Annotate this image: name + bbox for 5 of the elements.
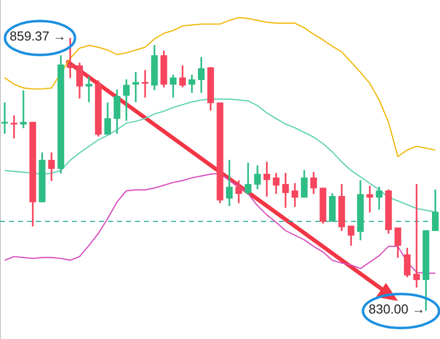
- annotation: 830.00 →: [368, 302, 425, 317]
- candlestick: [86, 76, 92, 102]
- candlestick: [282, 172, 289, 208]
- annotation: 859.37 →: [10, 28, 66, 44]
- candlestick: [10, 115, 18, 138]
